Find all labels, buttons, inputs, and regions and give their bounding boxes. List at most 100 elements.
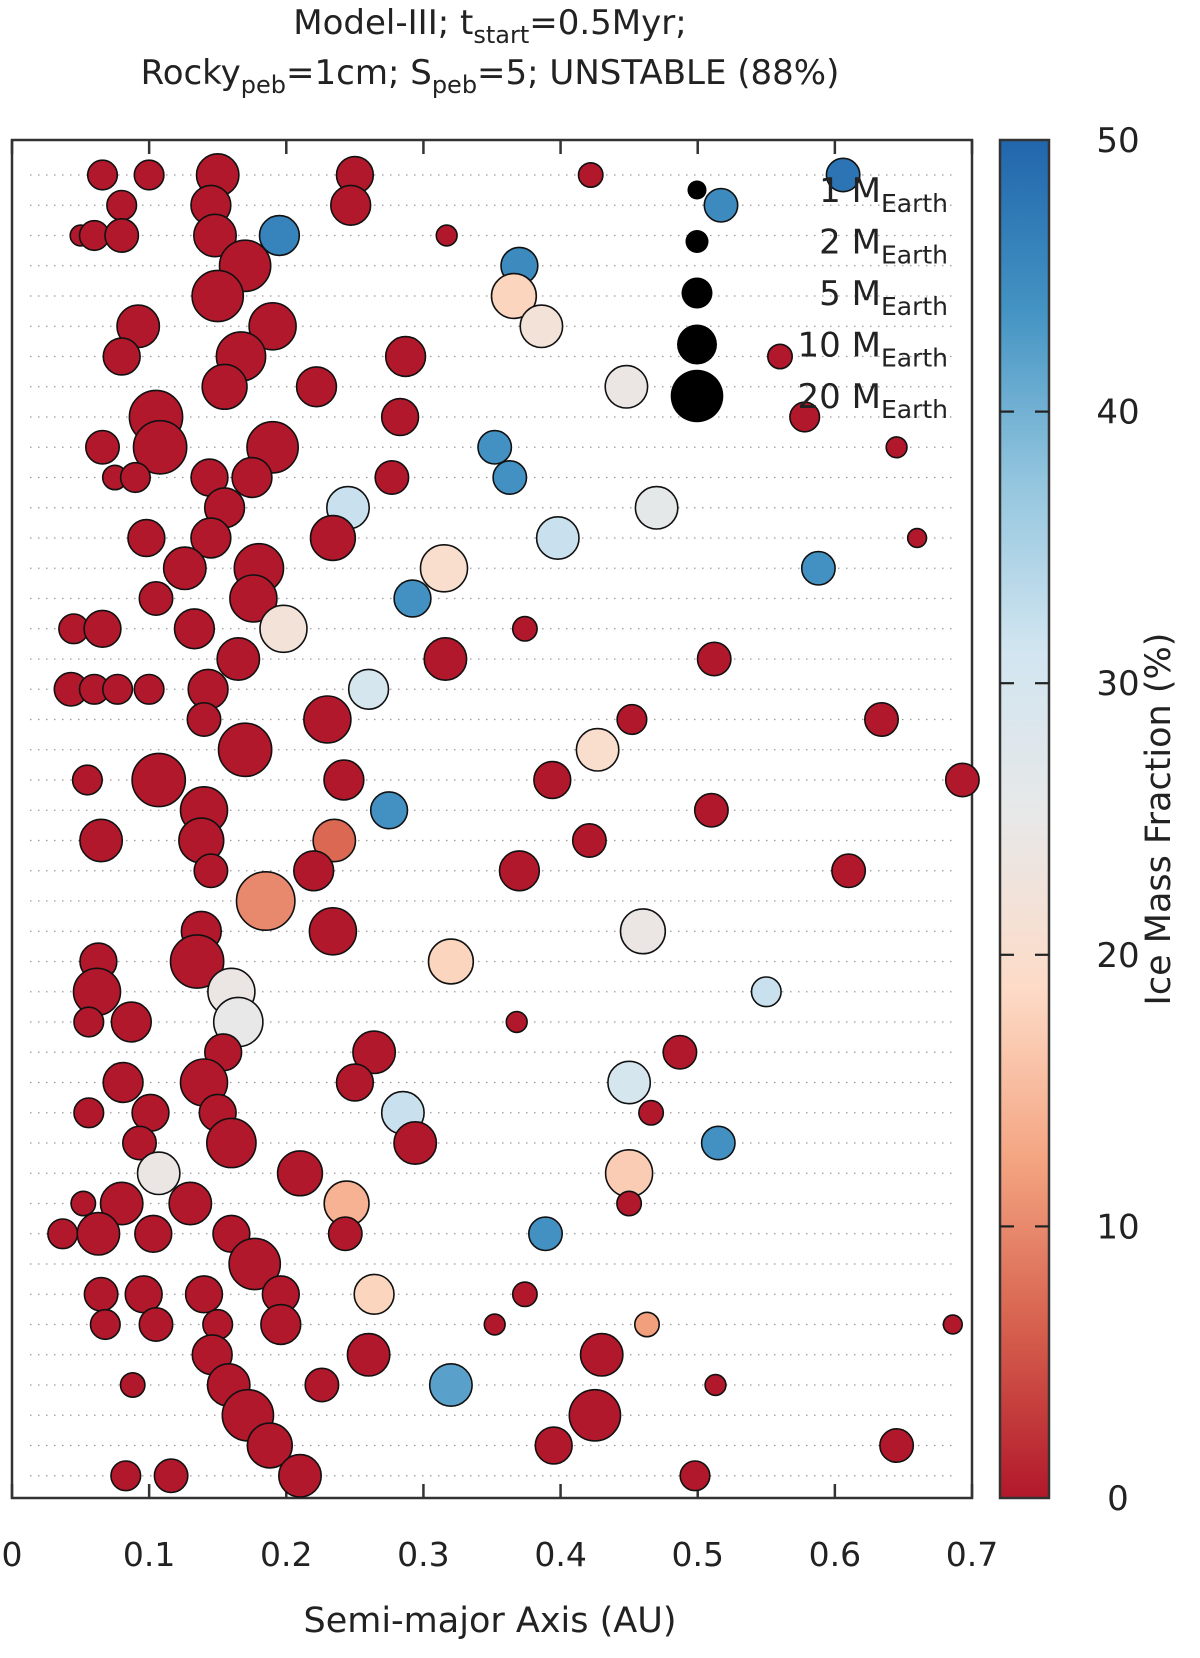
colorbar-tick-label: 0 [1107, 1479, 1129, 1519]
planet-point [511, 1281, 538, 1308]
planet-point [505, 1010, 528, 1034]
colorbar-tick-label: 10 [1096, 1207, 1139, 1247]
planet-point [419, 543, 469, 593]
planet-point [73, 1097, 105, 1129]
planet-point [492, 459, 528, 495]
planet-point [535, 515, 580, 560]
planet-point [511, 615, 538, 642]
size-legend-marker [670, 369, 724, 423]
planet-point [879, 1428, 915, 1464]
planet-point [216, 636, 261, 681]
planet-point [260, 1303, 302, 1346]
size-legend-label: 5 MEarth [819, 274, 948, 321]
planet-point [134, 1214, 173, 1254]
grid-rows [30, 174, 954, 1477]
planet-point [750, 976, 782, 1008]
planet-point [106, 189, 138, 221]
planet-point [201, 363, 248, 410]
planet-point [533, 760, 572, 800]
planet-point [353, 1273, 395, 1316]
planet-point [906, 527, 928, 549]
x-tick-label: 0.6 [809, 1535, 861, 1574]
planet-point [696, 641, 732, 677]
planet-point [863, 701, 899, 737]
planet-point [190, 517, 232, 559]
size-legend-marker [687, 180, 707, 200]
planet-point [71, 764, 103, 796]
planet-point [604, 364, 649, 409]
planet-point [571, 822, 607, 858]
planet-point [428, 1363, 473, 1408]
planet-point [308, 906, 358, 956]
planet-point [110, 1001, 153, 1043]
planet-point [229, 574, 278, 623]
planet-point [704, 1373, 727, 1397]
planet-point [885, 436, 908, 459]
planet-point [133, 159, 165, 191]
planet-point [944, 762, 980, 798]
size-legend-marker [681, 277, 713, 309]
planet-point [831, 853, 867, 889]
planet-point [70, 1190, 97, 1217]
planet-point [579, 1332, 624, 1377]
chart-title-line1: Model-III; tstart=0.5Myr; [293, 3, 686, 49]
planet-point [99, 1181, 144, 1226]
planet-point [173, 608, 216, 650]
planet-point [228, 1237, 282, 1291]
planet-point [277, 1453, 322, 1498]
planet-point [616, 703, 648, 736]
x-tick-label: 0 [2, 1535, 23, 1574]
planet-point [186, 701, 222, 737]
planet-point [102, 337, 141, 376]
planet-point [127, 518, 166, 558]
x-tick-label: 0.4 [534, 1535, 586, 1574]
planet-point [330, 184, 372, 227]
planet-point [184, 1275, 224, 1314]
planet-point [136, 1151, 181, 1196]
planet-point [384, 335, 427, 378]
planet-point [766, 343, 793, 370]
planet-point [619, 908, 667, 955]
planet-point [616, 1190, 643, 1217]
colorbar-tick-label: 50 [1096, 121, 1139, 161]
planet-point [76, 1211, 121, 1256]
planet-point [191, 269, 245, 323]
x-tick-label: 0.5 [671, 1535, 723, 1574]
planet-point [477, 429, 513, 465]
planet-point [490, 272, 538, 320]
planet-point [89, 1308, 121, 1341]
size-legend-label: 1 MEarth [819, 171, 948, 218]
planet-point [73, 1006, 105, 1038]
planet-point [205, 1117, 257, 1169]
colorbar [998, 138, 1051, 1500]
planet-point [138, 1307, 174, 1343]
planet-point [235, 870, 296, 931]
x-tick-label: 0.1 [123, 1535, 175, 1574]
size-legend-marker [677, 324, 717, 365]
planet-point [102, 1061, 144, 1104]
planet-point [352, 1030, 397, 1075]
planet-point [248, 301, 297, 351]
planet-point [534, 1426, 573, 1465]
planet-point [327, 1216, 363, 1252]
planet-point [276, 1150, 324, 1197]
size-legend-label: 10 MEarth [798, 326, 948, 373]
planet-point [942, 1314, 963, 1335]
planet-point [153, 1458, 189, 1494]
planet-point [483, 1313, 506, 1336]
planet-point [825, 157, 861, 193]
planet-point [162, 546, 207, 591]
planet-point [119, 461, 151, 494]
planet-point [527, 1216, 563, 1252]
planet-point [110, 1460, 142, 1492]
planet-point [607, 1060, 652, 1105]
colorbar-tick-label: 40 [1096, 393, 1139, 433]
planet-point [79, 818, 124, 863]
planet-point [633, 1311, 660, 1338]
planet-point [293, 850, 335, 892]
planet-point [193, 853, 229, 889]
planet-point [423, 636, 468, 681]
x-tick-label: 0.3 [397, 1535, 449, 1574]
